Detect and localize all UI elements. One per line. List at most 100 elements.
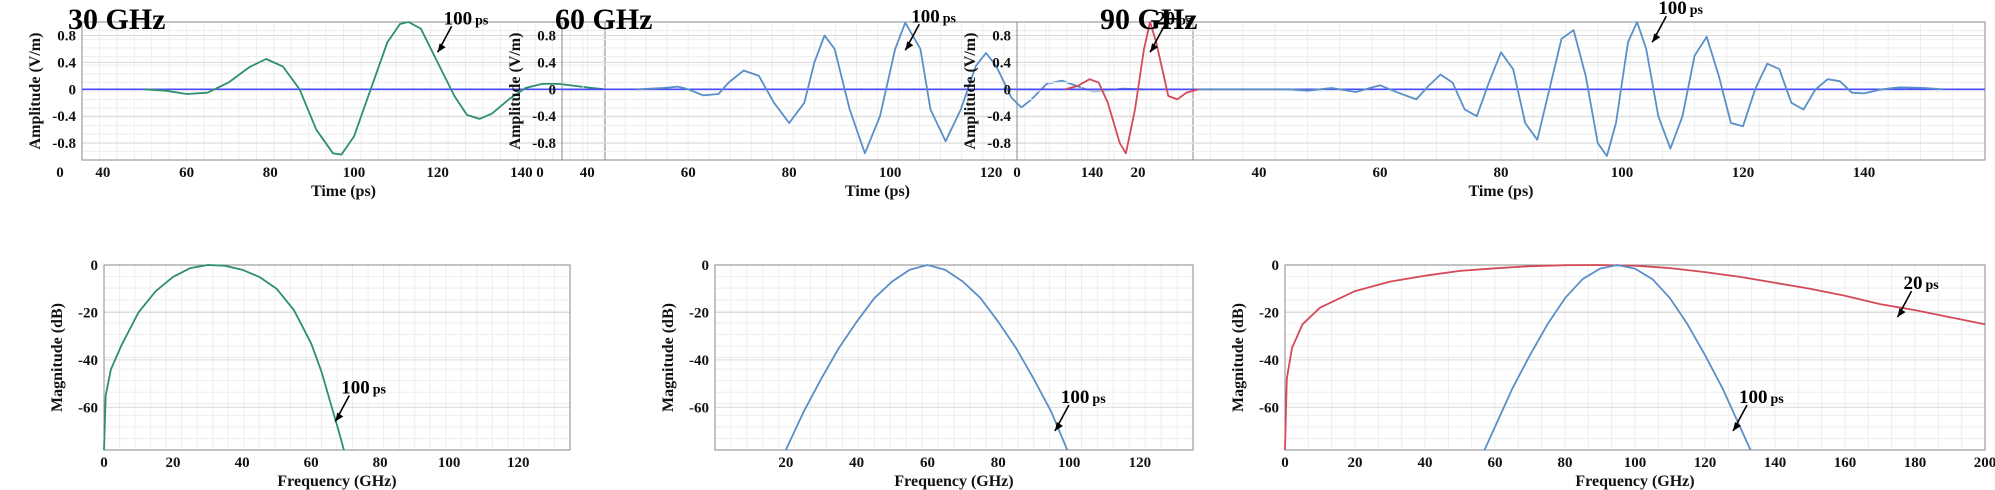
y-tick-label: 0: [1004, 82, 1012, 98]
x-tick-label: 120: [507, 455, 530, 471]
series-line: [1198, 21, 1943, 157]
x-tick-label: 60: [920, 455, 935, 471]
x-tick-label: 120: [1694, 455, 1717, 471]
x-tick-label: 0: [1013, 165, 1021, 181]
plot-frame: [1016, 21, 1986, 161]
annotation-label: 20 ps: [1904, 273, 1940, 294]
x-tick-label: 0: [56, 165, 64, 181]
x-tick-label: 180: [1904, 455, 1927, 471]
series-line: [637, 21, 1143, 155]
y-tick-label: 0.8: [992, 28, 1011, 44]
y-tick-label: -60: [1259, 400, 1279, 416]
y-tick-label: 0.4: [57, 55, 76, 71]
x-tick-label: 40: [235, 455, 250, 471]
y-tick-label: 0.8: [537, 28, 556, 44]
y-axis-label: Magnitude (dB): [660, 303, 677, 412]
chart-p4: 0 -20 -40 -60 0 20 40 60 80 100 120 Frequency (GHz)…: [49, 258, 571, 490]
x-tick-label: 80: [782, 165, 797, 181]
y-axis-label: Amplitude (V/m): [507, 33, 524, 150]
panel-title: 90 GHz: [1100, 3, 1198, 36]
x-tick-label: 60: [304, 455, 319, 471]
x-tick-label: 120: [426, 165, 449, 181]
x-tick-label: 100: [1624, 455, 1647, 471]
y-tick-label: -0.8: [532, 136, 556, 152]
annotation-arrowhead: [437, 43, 446, 53]
y-tick-label: 0.4: [537, 55, 556, 71]
x-tick-label: 60: [1488, 455, 1503, 471]
annotation-label: 100 ps: [1061, 387, 1106, 408]
y-tick-label: 0: [549, 82, 557, 98]
x-tick-label: 160: [1834, 455, 1857, 471]
plot-frame: [714, 264, 1194, 451]
x-tick-label: 140: [1764, 455, 1787, 471]
y-tick-label: -20: [689, 305, 709, 321]
y-tick-label: -0.8: [987, 136, 1011, 152]
y-tick-label: -0.4: [532, 109, 556, 125]
x-tick-label: 40: [849, 455, 864, 471]
x-tick-label: 120: [980, 165, 1003, 181]
y-tick-label: -40: [1259, 353, 1279, 369]
x-tick-label: 40: [580, 165, 595, 181]
x-tick-label: 0: [100, 455, 108, 471]
x-tick-label: 140: [1081, 165, 1104, 181]
x-tick-label: 200: [1974, 455, 1995, 471]
y-tick-label: -40: [689, 353, 709, 369]
y-tick-label: -20: [78, 305, 98, 321]
annotation-arrowhead: [335, 412, 344, 422]
panel-title: 60 GHz: [555, 3, 653, 36]
x-tick-label: 100: [343, 165, 366, 181]
y-axis-label: Amplitude (V/m): [962, 33, 979, 150]
x-tick-label: 20: [166, 455, 181, 471]
series-line: [1284, 264, 1986, 451]
y-axis-label: Magnitude (dB): [49, 303, 66, 412]
x-axis-label: Time (ps): [311, 183, 376, 200]
series-line: [1065, 21, 1199, 155]
x-axis-label: Frequency (GHz): [1575, 473, 1694, 490]
y-tick-label: -40: [78, 353, 98, 369]
x-tick-label: 20: [778, 455, 793, 471]
x-tick-label: 60: [1373, 165, 1388, 181]
x-tick-label: 140: [510, 165, 533, 181]
x-tick-label: 40: [1418, 455, 1433, 471]
x-tick-label: 0: [1281, 455, 1289, 471]
x-tick-label: 120: [1129, 455, 1152, 471]
series-line: [1483, 264, 1752, 451]
y-tick-label: 0: [91, 258, 99, 274]
x-tick-label: 0: [536, 165, 544, 181]
y-tick-label: -20: [1259, 305, 1279, 321]
x-axis-label: Time (ps): [1468, 183, 1533, 200]
y-axis-label: Amplitude (V/m): [27, 33, 44, 150]
annotation-arrowhead: [1652, 33, 1661, 43]
annotation-arrowhead: [1054, 422, 1063, 432]
y-tick-label: -0.8: [52, 136, 76, 152]
x-tick-label: 80: [263, 165, 278, 181]
x-axis-label: Time (ps): [845, 183, 910, 200]
x-tick-label: 140: [1853, 165, 1876, 181]
x-axis-label: Frequency (GHz): [894, 473, 1013, 490]
x-tick-label: 80: [1494, 165, 1509, 181]
x-axis-label: Frequency (GHz): [277, 473, 396, 490]
series-line: [144, 21, 606, 156]
x-tick-label: 100: [438, 455, 461, 471]
x-tick-label: 100: [879, 165, 902, 181]
series-line: [103, 264, 345, 451]
y-axis-label: Magnitude (dB): [1230, 303, 1247, 412]
annotation-arrowhead: [1897, 308, 1906, 318]
y-tick-label: -60: [689, 400, 709, 416]
annotation-label: 100 ps: [1739, 387, 1784, 408]
y-tick-label: 0: [702, 258, 710, 274]
annotation-arrowhead: [1733, 422, 1741, 432]
y-tick-label: 0: [69, 82, 77, 98]
x-tick-label: 100: [1058, 455, 1081, 471]
annotation-label: 100 ps: [1658, 0, 1703, 19]
chart-p6: 0 -20 -40 -60 0 20 40 60 80 100 120 140 160 180 200 Fre…: [1230, 258, 1995, 490]
x-tick-label: 100: [1611, 165, 1634, 181]
y-tick-label: -60: [78, 400, 98, 416]
y-tick-label: 0.8: [57, 28, 76, 44]
panel-title: 30 GHz: [68, 3, 166, 36]
x-tick-label: 20: [1131, 165, 1146, 181]
x-tick-label: 40: [95, 165, 110, 181]
